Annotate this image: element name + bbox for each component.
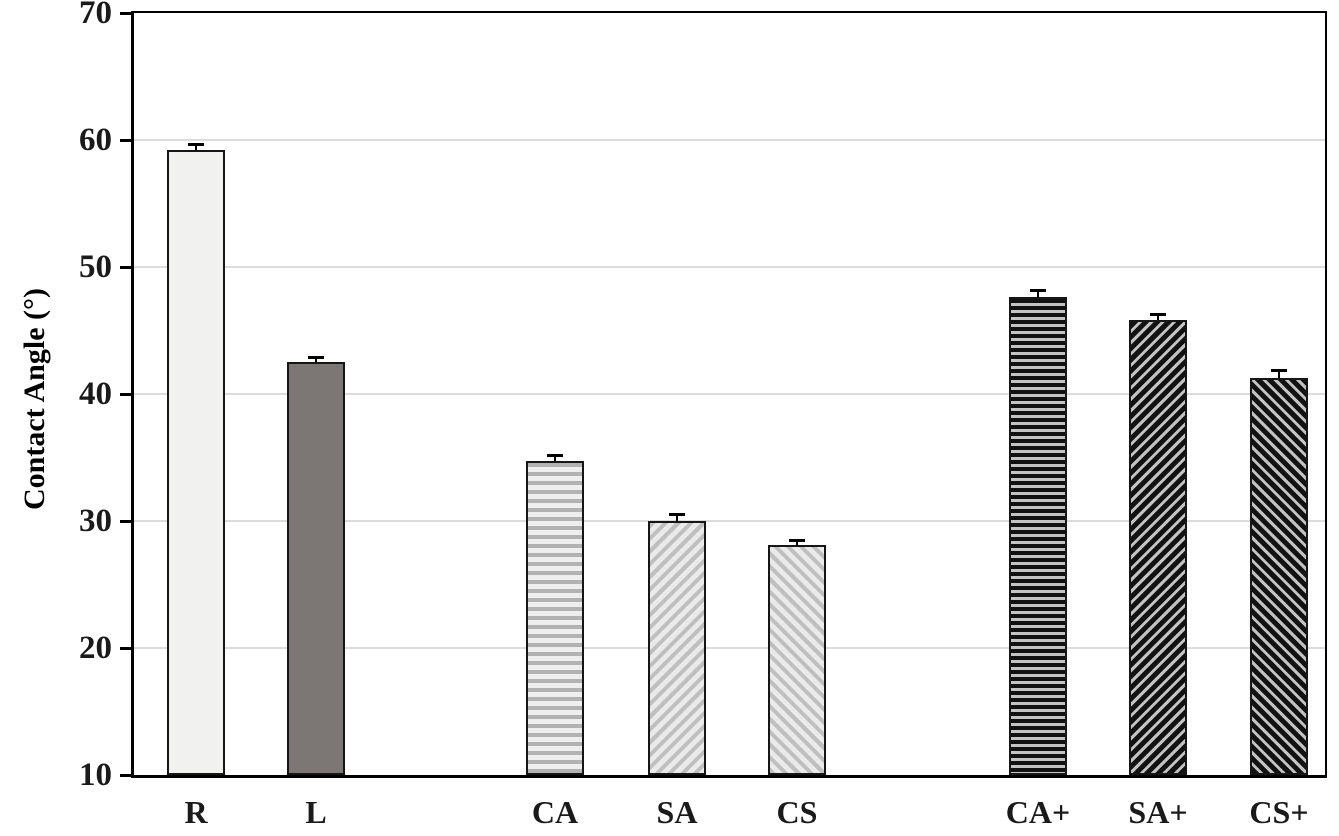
gridline-50 <box>134 266 1325 268</box>
error-bar-cap-CA+ <box>1030 289 1046 293</box>
y-axis-tick-label-20: 20 <box>79 630 112 666</box>
error-bar-CS+ <box>1278 371 1280 378</box>
y-axis-tick-label-10: 10 <box>79 757 112 793</box>
y-axis-tick-label-50: 50 <box>79 249 112 285</box>
bar-R <box>167 150 225 775</box>
gridline-60 <box>134 139 1325 141</box>
x-axis-label-L: L <box>305 794 327 830</box>
bar-SA+ <box>1129 320 1187 775</box>
error-bar-CA+ <box>1037 291 1039 298</box>
gridline-40 <box>134 393 1325 395</box>
x-axis-label-R: R <box>184 794 208 830</box>
error-bar-cap-SA <box>669 512 685 516</box>
gridline-30 <box>134 520 1325 522</box>
error-bar-cap-R <box>188 143 204 147</box>
error-bar-R <box>195 145 197 151</box>
y-axis-tick-30 <box>120 520 131 523</box>
bar-CS <box>768 545 826 775</box>
gridline-20 <box>134 647 1325 649</box>
y-axis-tick-70 <box>120 12 131 15</box>
x-axis-label-CA+: CA+ <box>1005 794 1071 830</box>
y-axis-tick-60 <box>120 139 131 142</box>
error-bar-SA <box>676 514 678 521</box>
x-axis-label-CS+: CS+ <box>1249 794 1309 830</box>
y-axis-tick-label-60: 60 <box>79 122 112 158</box>
y-axis-tick-label-40: 40 <box>79 376 112 412</box>
plot-area <box>131 11 1327 778</box>
error-bar-cap-CS <box>789 539 805 543</box>
y-axis-tick-40 <box>120 393 131 396</box>
error-bar-SA+ <box>1157 315 1159 321</box>
error-bar-CS <box>796 541 798 546</box>
bar-CA <box>526 461 584 775</box>
bar-CA+ <box>1009 297 1067 775</box>
y-axis-tick-50 <box>120 266 131 269</box>
y-axis-tick-10 <box>120 774 131 777</box>
error-bar-cap-SA+ <box>1150 313 1166 317</box>
error-bar-CA <box>554 456 556 462</box>
y-axis-tick-20 <box>120 647 131 650</box>
error-bar-cap-CS+ <box>1271 369 1287 373</box>
error-bar-L <box>315 358 317 363</box>
error-bar-cap-L <box>308 356 324 360</box>
x-axis-label-CA: CA <box>531 794 579 830</box>
x-axis-label-SA: SA <box>656 794 698 830</box>
x-axis-label-CS: CS <box>776 794 818 830</box>
bar-CS+ <box>1250 377 1308 775</box>
bar-L <box>287 362 345 775</box>
y-axis-tick-label-30: 30 <box>79 503 112 539</box>
bar-SA <box>648 521 706 775</box>
y-axis-tick-label-70: 70 <box>79 0 112 31</box>
x-axis-label-SA+: SA+ <box>1128 794 1188 830</box>
error-bar-cap-CA <box>547 454 563 458</box>
